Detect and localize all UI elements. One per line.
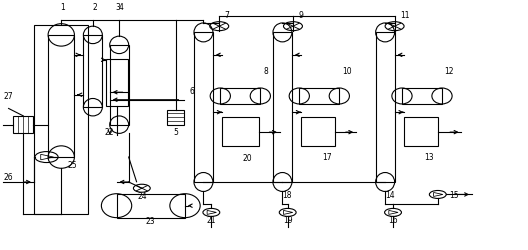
Text: 23: 23 bbox=[146, 216, 156, 225]
Bar bbox=[402, 89, 442, 104]
Bar bbox=[83, 36, 102, 108]
Text: 13: 13 bbox=[425, 152, 434, 161]
Text: 11: 11 bbox=[400, 11, 409, 20]
Text: 21: 21 bbox=[206, 215, 216, 224]
Text: 19: 19 bbox=[283, 215, 293, 224]
Bar bbox=[220, 89, 260, 104]
Bar bbox=[194, 33, 213, 182]
Bar bbox=[299, 89, 340, 104]
Text: 7: 7 bbox=[224, 11, 229, 20]
Bar bbox=[273, 33, 292, 182]
Text: 4: 4 bbox=[118, 3, 123, 12]
Bar bbox=[106, 59, 128, 106]
Bar bbox=[117, 194, 185, 218]
Text: 27: 27 bbox=[3, 91, 13, 100]
Text: 26: 26 bbox=[3, 172, 13, 181]
Text: 1: 1 bbox=[61, 3, 65, 12]
Text: 5: 5 bbox=[173, 128, 178, 136]
Bar bbox=[13, 116, 33, 134]
Text: 10: 10 bbox=[342, 66, 352, 76]
Text: 3: 3 bbox=[115, 3, 120, 12]
Bar bbox=[167, 110, 184, 125]
Text: 8: 8 bbox=[264, 66, 269, 76]
Bar bbox=[110, 46, 129, 125]
Text: 22: 22 bbox=[105, 127, 115, 136]
Bar bbox=[403, 118, 438, 146]
Text: 24: 24 bbox=[137, 191, 147, 200]
Text: 17: 17 bbox=[322, 152, 332, 161]
Text: 6: 6 bbox=[189, 86, 194, 95]
Text: 12: 12 bbox=[444, 66, 454, 76]
Text: 9: 9 bbox=[298, 11, 303, 20]
Bar bbox=[48, 36, 74, 158]
Text: 2: 2 bbox=[92, 3, 97, 12]
Bar bbox=[301, 118, 335, 146]
Text: 18: 18 bbox=[282, 191, 292, 200]
Text: 14: 14 bbox=[385, 191, 395, 200]
Bar bbox=[375, 33, 394, 182]
Text: 25: 25 bbox=[68, 160, 77, 169]
Bar bbox=[34, 26, 88, 214]
Text: 16: 16 bbox=[388, 215, 398, 224]
Text: 15: 15 bbox=[449, 190, 459, 199]
Text: 20: 20 bbox=[243, 154, 252, 162]
Bar bbox=[222, 118, 259, 146]
